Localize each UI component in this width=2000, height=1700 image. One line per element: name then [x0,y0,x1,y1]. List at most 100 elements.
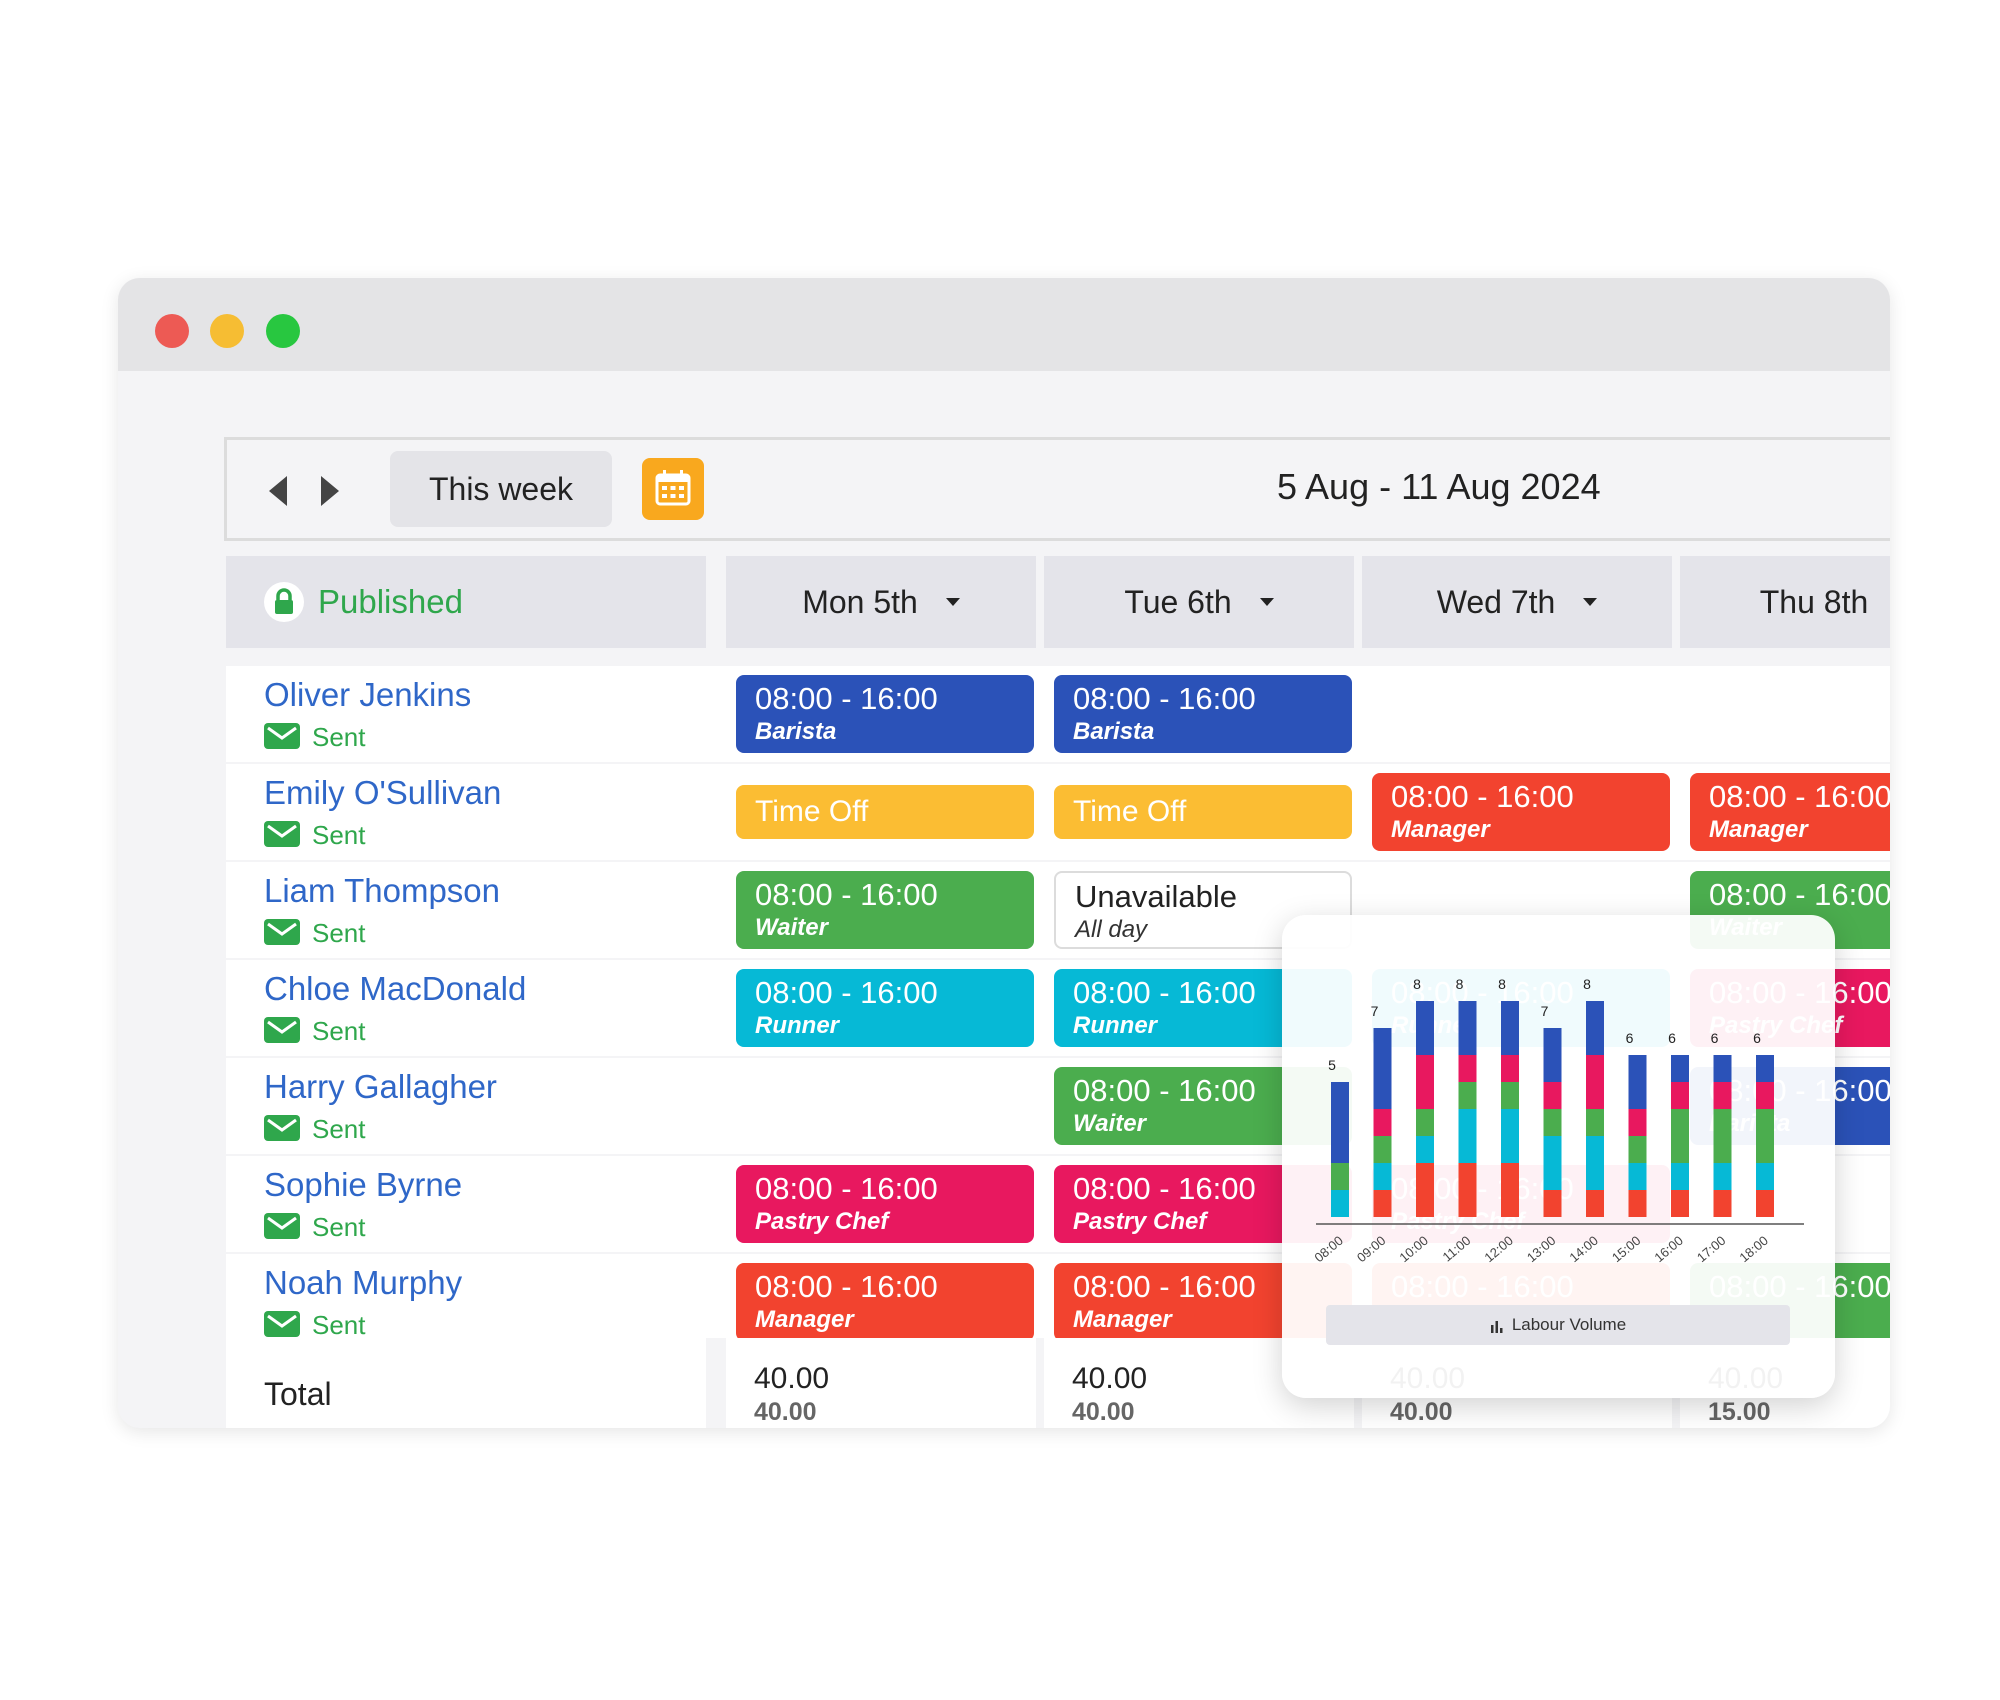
schedule-cell[interactable] [726,1058,1036,1154]
bar-segment [1628,1109,1647,1136]
sent-label: Sent [312,1016,366,1046]
shift-role: Manager [1709,816,1808,843]
envelope-icon [264,723,300,750]
labour-volume-button[interactable]: Labour Volume [1326,1305,1790,1345]
total-scheduled-hours: 40.00 [754,1362,830,1395]
schedule-cell[interactable]: Time Off [726,764,1036,860]
bar-segment [1713,1163,1732,1190]
employee-name[interactable]: Chloe MacDonald [264,970,527,1007]
x-tick-label: 16:00 [1651,1233,1686,1265]
bar-total-label: 7 [1541,1003,1549,1019]
bar-segment [1458,1001,1477,1055]
calendar-picker-button[interactable] [642,458,704,520]
chevron-down-icon[interactable] [945,597,960,606]
shift-time: Time Off [1073,795,1187,828]
day-label: Mon 5th [802,584,918,620]
bar-segment [1416,1001,1434,1055]
x-tick-label: 15:00 [1609,1233,1644,1265]
bar-segment [1671,1163,1689,1190]
time-off-block[interactable]: Time Off [736,785,1034,839]
labour-volume-popup: 5 08:00 7 09:00 8 10:00 8 11:00 8 12:00 7 13:00 8 14:… [1282,915,1835,1398]
day-header-mon[interactable]: Mon 5th [726,556,1036,648]
publish-status[interactable]: Published [226,556,706,648]
shift-role: Pastry Chef [755,1208,889,1235]
bar-segment [1671,1055,1689,1082]
bar-segment [1458,1109,1477,1163]
shift-time: 08:00 - 16:00 [1391,779,1574,814]
employee-name[interactable]: Oliver Jenkins [264,676,472,713]
schedule-cell[interactable] [1362,666,1672,762]
bar-segment [1628,1163,1647,1190]
chevron-down-icon[interactable] [1259,597,1274,606]
envelope-icon [264,1115,300,1142]
bar-segment [1628,1190,1647,1217]
employee-name[interactable]: Liam Thompson [264,872,501,909]
day-header-wed[interactable]: Wed 7th [1362,556,1672,648]
next-week-icon[interactable] [321,476,339,506]
shift-time: 08:00 - 16:00 [1073,975,1256,1010]
chevron-down-icon[interactable] [1583,597,1598,606]
minimize-window-button[interactable] [210,314,244,348]
employee-cell: Harry Gallagher Sent [226,1058,706,1154]
x-tick-label: 09:00 [1354,1233,1389,1265]
bar-segment [1586,1109,1604,1136]
envelope-icon [264,821,300,848]
bar-segment [1756,1055,1774,1082]
bar-segment [1756,1163,1774,1190]
employee-name[interactable]: Sophie Byrne [264,1166,463,1203]
bar-total-label: 8 [1583,976,1591,992]
time-off-block[interactable]: Time Off [1054,785,1352,839]
bar-segment [1713,1055,1732,1082]
shift-time: 08:00 - 16:00 [1073,1269,1256,1304]
employee-name[interactable]: Emily O'Sullivan [264,774,502,811]
published-label: Published [318,583,463,620]
bar-total-label: 8 [1456,976,1464,992]
shift-time: 08:00 - 16:00 [755,975,938,1010]
shift-time: 08:00 - 16:00 [755,681,938,716]
total-scheduled-hours: 40.00 [1072,1362,1148,1395]
employee-name[interactable]: Noah Murphy [264,1264,463,1301]
day-header-thu[interactable]: Thu 8th [1680,556,1890,648]
title-bar [118,278,1890,371]
employee-name[interactable]: Harry Gallagher [264,1068,497,1105]
employee-cell: Liam Thompson Sent [226,862,706,958]
day-header-tue[interactable]: Tue 6th [1044,556,1354,648]
bar-segment [1458,1163,1477,1217]
shift-role: Barista [1073,718,1155,745]
total-actual-hours: 15.00 [1708,1398,1771,1426]
previous-week-icon[interactable] [269,476,287,506]
total-label: Total [264,1376,332,1412]
bar-segment [1586,1001,1604,1055]
bar-segment [1543,1136,1562,1190]
close-window-button[interactable] [155,314,189,348]
schedule-cell[interactable]: Time Off [1044,764,1354,860]
bar-segment [1756,1082,1774,1109]
bar-segment [1543,1028,1562,1082]
shift-time: 08:00 - 16:00 [755,1269,938,1304]
sent-status: Sent [264,918,366,949]
this-week-button[interactable]: This week [390,451,612,527]
maximize-window-button[interactable] [266,314,300,348]
bar-total-label: 5 [1328,1057,1336,1073]
schedule-cell[interactable] [1680,666,1890,762]
shift-time: 08:00 - 16:00 [1073,1073,1256,1108]
x-tick-label: 12:00 [1481,1233,1516,1265]
